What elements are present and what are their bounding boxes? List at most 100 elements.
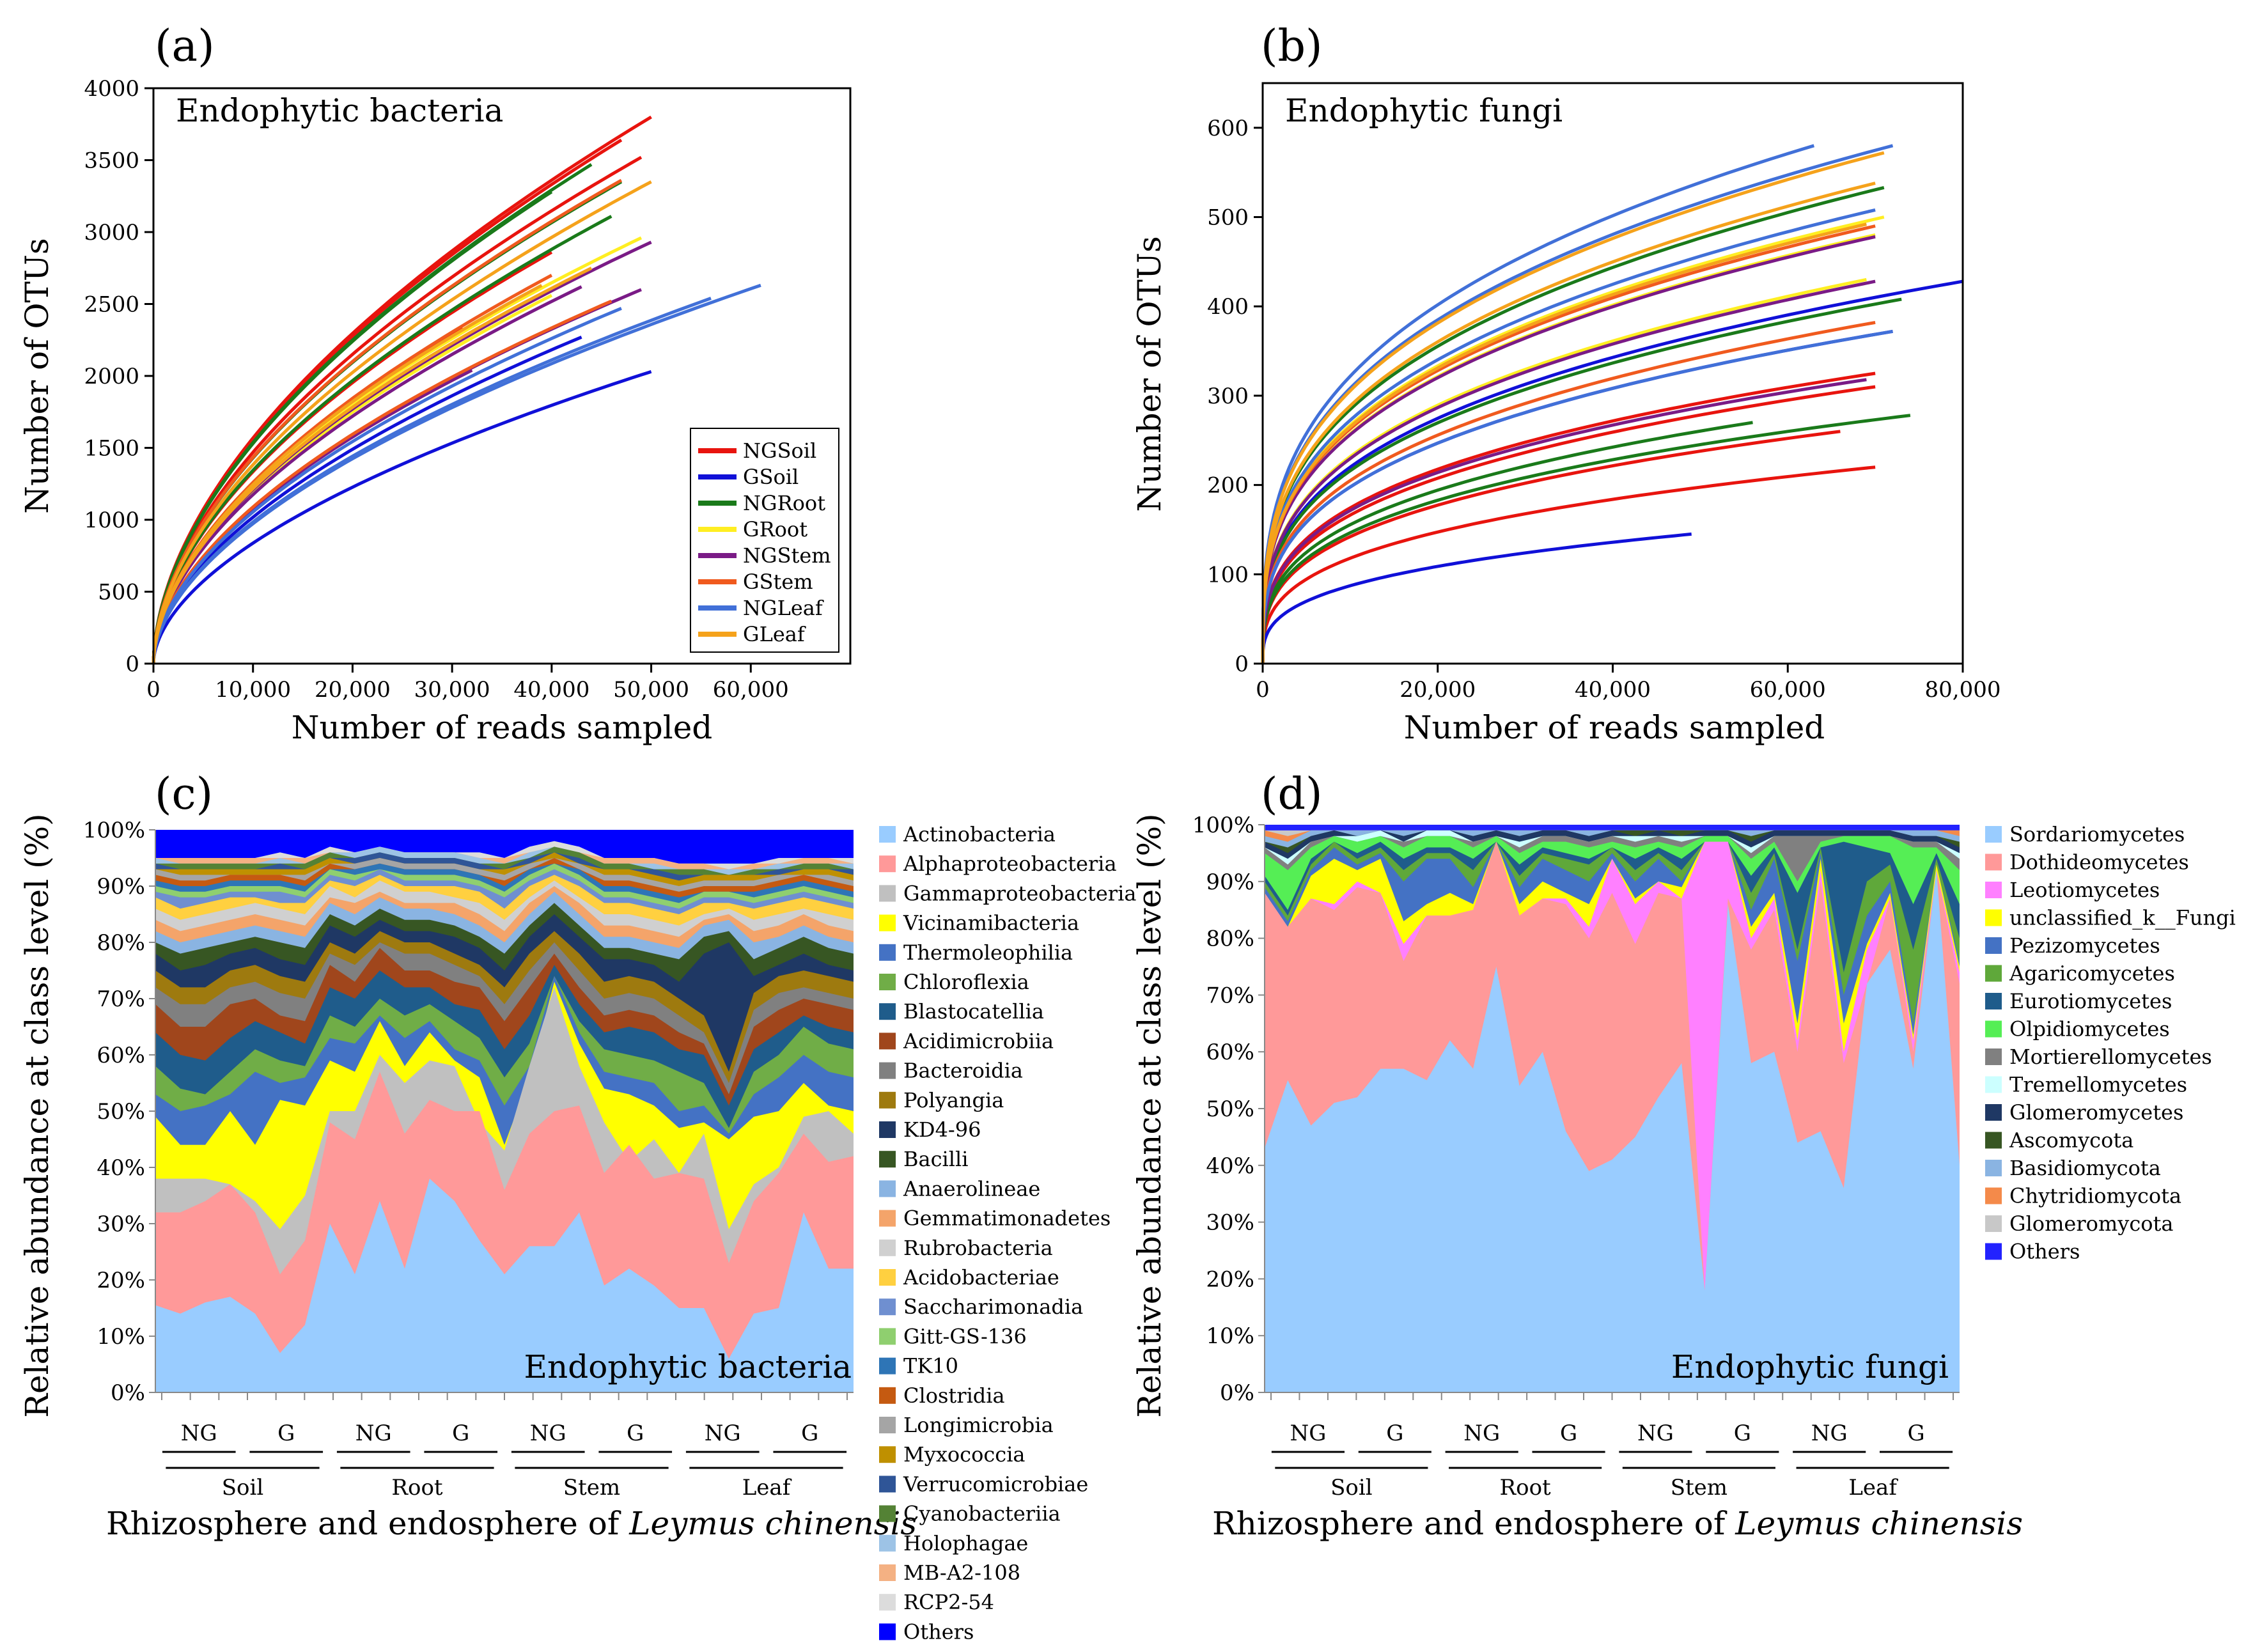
y-tick-label: 100 xyxy=(1207,562,1249,588)
y-tick-label: 2500 xyxy=(84,292,139,318)
panel-d-axes: 0% 10% 20% 30% 40% 50% 60% 70% 80% 90% 100% xyxy=(1192,813,1960,1406)
legend-label: NGLeaf xyxy=(743,596,824,620)
x-tick-label: 20,000 xyxy=(315,677,391,703)
y-tick-label: 500 xyxy=(98,580,139,605)
curve-gstem xyxy=(152,178,623,664)
curve-ngsoil xyxy=(1261,465,1876,664)
x-tick-label: 20,000 xyxy=(1400,677,1476,703)
curve-ngsoil xyxy=(1261,430,1841,664)
legend-swatch xyxy=(1985,1076,2002,1093)
curve-ngleaf xyxy=(152,306,622,664)
curve-ngroot xyxy=(1261,421,1753,664)
legend-label: Acidimicrobiia xyxy=(903,1029,1054,1053)
panel-b-y-ticks: 0 100 200 300 400 500 600 xyxy=(1207,116,1263,677)
curve-ngleaf xyxy=(1261,329,1893,664)
x-tick-label: 80,000 xyxy=(1925,677,2001,703)
x-tick-label: 40,000 xyxy=(1575,677,1651,703)
legend-label: Tremellomycetes xyxy=(2009,1073,2187,1097)
treatment-label: NG xyxy=(1811,1421,1848,1446)
curve-groot xyxy=(152,293,553,664)
legend-swatch xyxy=(879,1003,896,1020)
legend-swatch xyxy=(879,1062,896,1079)
legend-label: Anaerolineae xyxy=(903,1176,1040,1201)
compartment-label: Root xyxy=(1500,1475,1552,1500)
legend-label: Holophagae xyxy=(903,1531,1028,1555)
curve-ngsoil xyxy=(152,138,623,664)
legend-label: Leotiomycetes xyxy=(2009,878,2160,902)
legend-swatch xyxy=(879,826,896,843)
treatment-label: NG xyxy=(181,1421,217,1446)
compartment-label: Leaf xyxy=(742,1475,792,1500)
legend-swatch xyxy=(879,1180,896,1197)
legend-label: Olpidiomycetes xyxy=(2009,1017,2170,1041)
panel-d-legend: Sordariomycetes Dothideomycetes Leotiomyce… xyxy=(1985,822,2236,1264)
panel-c-areas xyxy=(155,830,854,1392)
x-tick-label: 60,000 xyxy=(1750,677,1826,703)
area-actinobacteria xyxy=(155,1178,854,1392)
curve-ngroot xyxy=(1261,297,1902,664)
treatment-label: G xyxy=(452,1421,469,1446)
treatment-label: G xyxy=(627,1421,644,1446)
y-tick-label: 60% xyxy=(1206,1040,1254,1065)
panel-a-legend: NGSoilGSoilNGRootGRootNGStemGStemNGLeafG… xyxy=(690,428,839,653)
legend-label: Acidobacteriae xyxy=(903,1265,1059,1290)
y-tick-label: 10% xyxy=(97,1324,145,1350)
legend-swatch xyxy=(879,1091,896,1109)
legend-swatch xyxy=(879,974,896,990)
legend-label: GRoot xyxy=(743,517,807,542)
curve-gleaf xyxy=(152,180,652,664)
legend-label: NGSoil xyxy=(743,439,816,463)
panel-b-x-ticks: 0 20,000 40,000 60,000 80,000 xyxy=(1256,664,2000,703)
panel-d-xlabel-plain: Rhizosphere and endosphere of xyxy=(1212,1505,1727,1542)
panel-c-xlabel-plain: Rhizosphere and endosphere of xyxy=(106,1505,621,1542)
y-tick-label: 80% xyxy=(97,930,145,956)
compartment-label: Stem xyxy=(563,1475,620,1500)
legend-label: NGStem xyxy=(743,543,831,568)
legend-swatch xyxy=(879,1121,896,1138)
legend-label: Cyanobacteriia xyxy=(903,1502,1061,1526)
compartment-label: Soil xyxy=(222,1475,264,1500)
compartment-label: Soil xyxy=(1330,1475,1373,1500)
curve-ngstem xyxy=(1261,235,1876,664)
compartment-label: Root xyxy=(391,1475,443,1500)
panel-c-label: (c) xyxy=(155,769,213,820)
y-tick-label: 80% xyxy=(1206,926,1254,952)
curve-gleaf xyxy=(152,267,593,664)
legend-label: TK10 xyxy=(903,1354,958,1378)
curve-gsoil xyxy=(152,370,652,664)
y-tick-label: 0 xyxy=(125,651,139,677)
legend-label: RCP2-54 xyxy=(903,1590,994,1614)
legend-label: Sordariomycetes xyxy=(2009,822,2185,846)
panel-a-rarefaction-bacteria: (a) 0 10,000 20,000 30,000 40,000 50,000 60,00… xyxy=(19,21,852,746)
y-tick-label: 0% xyxy=(111,1380,145,1406)
legend-swatch xyxy=(1985,965,2002,982)
panel-d-ylabel-text: Relative abundance at class level (%) xyxy=(1131,813,1168,1417)
y-tick-label: 50% xyxy=(97,1099,145,1125)
legend-swatch xyxy=(1985,882,2002,898)
panel-c-legend: Actinobacteria Alphaproteobacteria Gammapr… xyxy=(879,822,1136,1644)
legend-label: Blastocatellia xyxy=(903,999,1044,1024)
legend-swatch xyxy=(1985,1020,2002,1038)
curve-ngstem xyxy=(1261,279,1876,664)
legend-label: Vicinamibacteria xyxy=(903,911,1079,935)
treatment-label: G xyxy=(1386,1421,1403,1446)
curve-ngleaf xyxy=(152,297,712,664)
curve-ngleaf xyxy=(1261,144,1815,664)
legend-swatch xyxy=(879,914,896,931)
y-tick-label: 0% xyxy=(1220,1380,1254,1406)
legend-swatch xyxy=(879,1387,896,1404)
legend-label: Verrucomicrobiae xyxy=(903,1472,1088,1496)
curve-ngstem xyxy=(1261,378,1867,664)
panel-a-y-ticks: 0 500 1000 1500 2000 2500 3000 3500 4000 xyxy=(84,76,153,677)
panel-c-group-labels: NG G NG G NG G NG G Soil Root Stem Leaf xyxy=(162,1421,847,1500)
y-tick-label: 20% xyxy=(1206,1266,1254,1292)
panel-a-curves xyxy=(152,115,761,664)
y-tick-label: 600 xyxy=(1207,116,1249,141)
legend-swatch xyxy=(879,1505,896,1522)
treatment-label: G xyxy=(1734,1421,1751,1446)
panel-d-areas xyxy=(1265,825,1960,1392)
y-tick-label: 30% xyxy=(1206,1210,1254,1236)
panel-d-xlabel: Rhizosphere and endosphere of Leymus chi… xyxy=(1212,1505,2023,1542)
curve-gstem xyxy=(1261,224,1876,664)
